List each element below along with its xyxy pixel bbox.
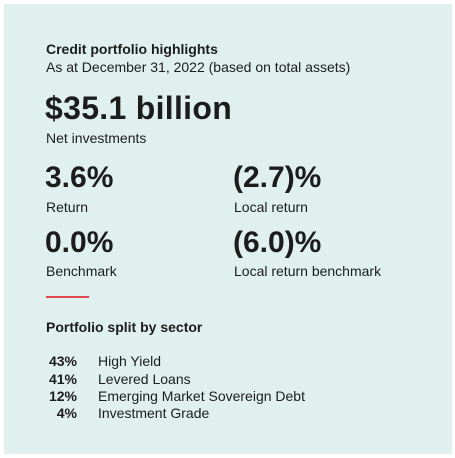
headline-value: $35.1 billion <box>45 90 233 126</box>
title: Credit portfolio highlights <box>46 41 218 57</box>
share: 4% <box>56 405 77 421</box>
sector: Emerging Market Sovereign Debt <box>98 388 305 404</box>
metric-label: Return <box>46 199 89 215</box>
metric-value: 3.6% <box>45 161 114 194</box>
share: 43% <box>48 353 77 369</box>
sector: Levered Loans <box>98 371 191 387</box>
split-title: Portfolio split by sector <box>46 319 203 335</box>
metric-label: Benchmark <box>46 263 117 279</box>
metric-label: Local return benchmark <box>234 263 382 279</box>
metric-value: (6.0)% <box>233 226 322 259</box>
metric-value: (2.7)% <box>233 161 322 194</box>
divider <box>46 296 89 298</box>
panel <box>4 4 452 454</box>
sector: High Yield <box>98 353 162 369</box>
metric-label: Local return <box>234 199 308 215</box>
metric-value: 0.0% <box>45 226 114 259</box>
headline-label: Net investments <box>46 130 147 146</box>
share: 12% <box>48 388 77 404</box>
subtitle: As at December 31, 2022 (based on total … <box>46 59 351 75</box>
sector: Investment Grade <box>98 405 210 421</box>
share: 41% <box>48 371 77 387</box>
